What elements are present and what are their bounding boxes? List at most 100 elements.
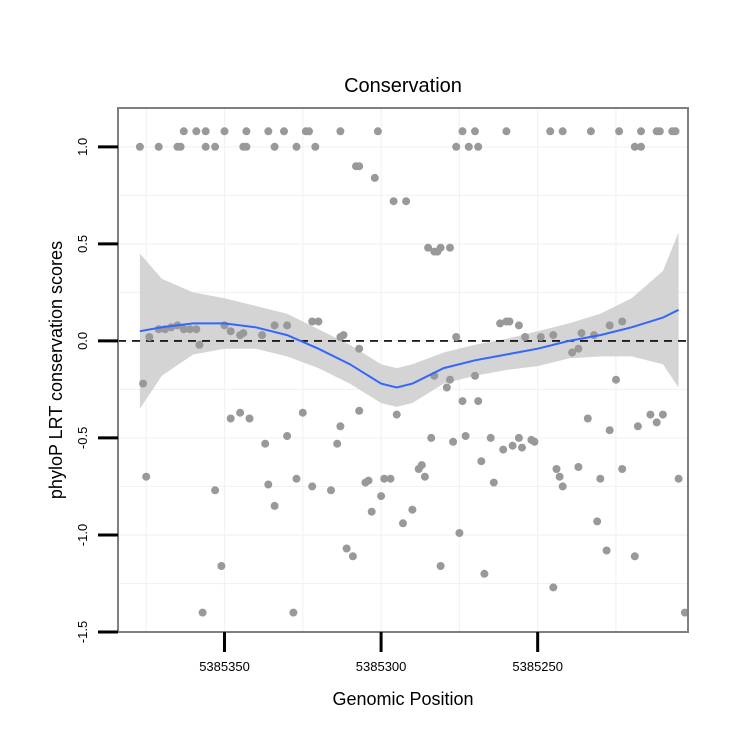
data-point <box>530 437 539 446</box>
data-point <box>618 317 627 326</box>
data-point <box>186 325 194 334</box>
data-point <box>399 519 407 528</box>
data-point <box>355 344 364 353</box>
data-point <box>226 327 235 336</box>
data-point <box>298 408 307 417</box>
data-point <box>489 478 498 487</box>
data-point <box>446 375 454 384</box>
data-point <box>558 127 567 136</box>
data-point <box>461 432 470 440</box>
data-point <box>280 127 288 136</box>
data-point <box>549 331 558 340</box>
data-point <box>179 127 188 136</box>
data-point <box>308 317 317 326</box>
data-point <box>380 474 389 483</box>
plot-area <box>118 108 688 633</box>
data-point <box>646 410 655 419</box>
data-point <box>471 371 479 380</box>
data-point <box>420 472 429 481</box>
data-point <box>292 474 301 483</box>
data-point <box>370 173 379 182</box>
y-tick-label: 1.0 <box>75 138 90 156</box>
data-point <box>577 329 586 338</box>
data-point <box>211 142 220 151</box>
confidence-ribbon-layer <box>139 232 679 409</box>
data-point <box>226 414 235 423</box>
data-point <box>342 544 351 553</box>
x-tick-label: 5385300 <box>356 659 407 674</box>
data-point <box>192 127 201 136</box>
smooth-fit-line <box>139 308 680 389</box>
data-point <box>474 397 483 406</box>
data-point <box>154 142 163 151</box>
data-point <box>135 142 144 151</box>
data-point <box>308 482 317 491</box>
data-point <box>652 418 661 427</box>
data-point <box>355 162 364 171</box>
data-point <box>292 142 301 151</box>
data-point <box>389 197 398 206</box>
data-point <box>502 127 511 136</box>
data-points <box>135 127 689 617</box>
data-point <box>508 441 517 450</box>
data-point <box>198 608 207 617</box>
data-point <box>605 321 614 330</box>
data-point <box>630 142 639 151</box>
data-point <box>452 142 461 151</box>
data-point <box>211 486 220 495</box>
confidence-ribbon <box>139 232 679 409</box>
data-point <box>436 243 445 252</box>
data-point <box>264 480 273 489</box>
data-point <box>615 127 624 136</box>
data-point <box>270 142 279 151</box>
data-point <box>458 127 467 136</box>
data-point <box>633 422 642 431</box>
data-point <box>314 317 323 326</box>
y-axis-title: phyloP LRT conservation scores <box>46 241 66 499</box>
data-point <box>455 529 464 537</box>
data-point <box>270 321 279 330</box>
data-point <box>217 562 226 570</box>
data-point <box>496 319 505 328</box>
x-axis: 5385350 5385300 5385250 <box>199 632 563 674</box>
data-point <box>417 461 426 470</box>
data-point <box>449 437 458 446</box>
data-point <box>499 445 508 454</box>
data-point <box>402 197 411 206</box>
data-point <box>558 482 567 491</box>
data-point <box>655 127 664 136</box>
y-tick-label: -1.5 <box>75 621 90 643</box>
data-point <box>283 321 292 330</box>
data-point <box>367 507 376 516</box>
x-tick-label: 5385250 <box>512 659 563 674</box>
data-point <box>458 397 467 406</box>
data-point <box>239 329 248 338</box>
y-axis-ticks: -1.5 -1.0 -0.5 0.0 0.5 1.0 <box>75 138 118 643</box>
x-axis-title: Genomic Position <box>332 689 473 709</box>
data-point <box>364 476 373 485</box>
data-point <box>586 127 595 136</box>
plot-frame <box>117 107 689 633</box>
data-point <box>486 433 495 442</box>
data-point <box>261 439 270 448</box>
x-axis-ticks: 5385350 5385300 5385250 <box>199 632 563 674</box>
data-point <box>477 457 486 466</box>
data-point <box>339 331 348 340</box>
data-point <box>264 127 273 136</box>
data-point <box>574 344 583 353</box>
data-point <box>446 243 454 252</box>
data-point <box>142 472 151 481</box>
data-point <box>336 422 345 431</box>
data-point <box>521 333 530 341</box>
data-point <box>201 127 210 136</box>
data-point <box>583 414 592 423</box>
data-point <box>630 552 639 561</box>
data-point <box>505 317 514 326</box>
data-point <box>514 321 523 330</box>
data-point <box>201 142 210 151</box>
y-tick-label: 0.5 <box>75 235 90 253</box>
x-tick-label: 5385350 <box>199 659 250 674</box>
y-tick-label: 0.0 <box>75 332 90 350</box>
data-point <box>680 608 689 617</box>
